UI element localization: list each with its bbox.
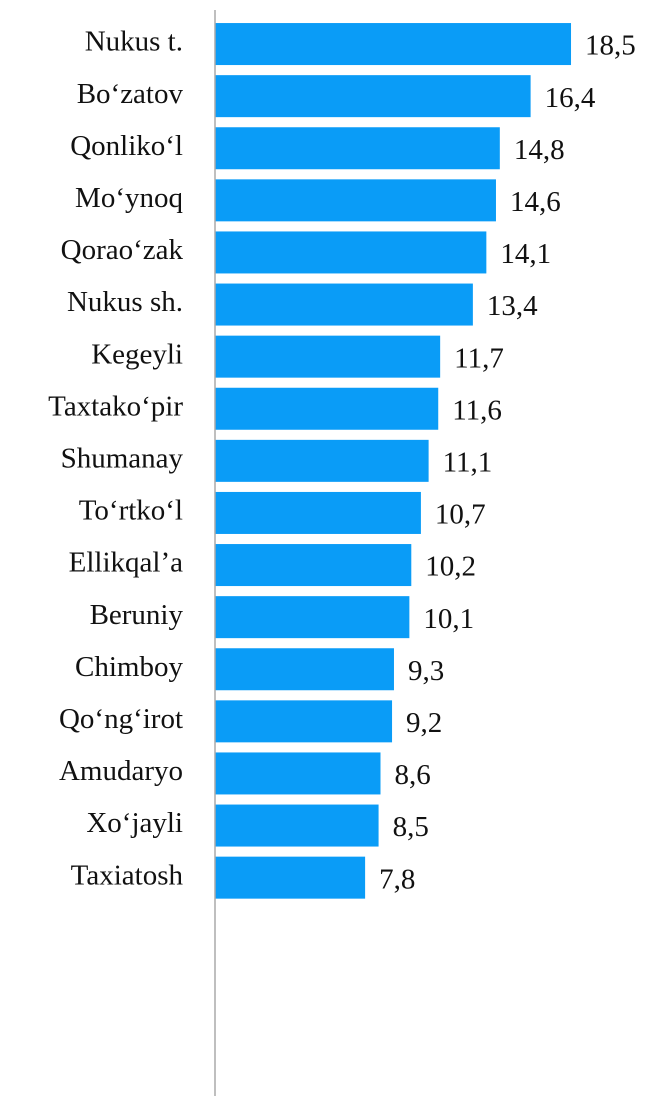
category-label: Ellikqal’a	[69, 547, 183, 579]
bar	[215, 491, 421, 534]
value-label: 11,6	[452, 394, 502, 426]
category-label: Shumanay	[61, 443, 184, 475]
category-label: Kegeyli	[91, 338, 183, 370]
value-label: 11,1	[443, 447, 493, 479]
value-label: 14,1	[500, 238, 551, 270]
value-label: 13,4	[487, 290, 538, 322]
bar	[215, 283, 473, 326]
category-label: Beruniy	[90, 599, 184, 631]
bar	[215, 75, 531, 118]
value-label: 11,7	[454, 342, 504, 374]
category-label: Xo‘jayli	[86, 807, 183, 839]
value-label: 7,8	[379, 863, 415, 895]
category-label: Nukus sh.	[67, 286, 183, 318]
value-label: 14,6	[510, 186, 561, 218]
value-label: 14,8	[514, 134, 565, 166]
bar	[215, 127, 500, 170]
value-label: 10,1	[423, 603, 474, 635]
value-label: 10,2	[425, 551, 476, 583]
value-label: 16,4	[545, 82, 596, 114]
category-label: Taxiatosh	[71, 859, 184, 891]
bar	[215, 387, 439, 430]
category-label: Qonliko‘l	[70, 130, 183, 162]
value-label: 9,2	[406, 707, 442, 739]
bar	[215, 804, 379, 847]
bar	[215, 179, 496, 222]
bar	[215, 648, 394, 691]
bar	[215, 23, 572, 66]
bar	[215, 335, 441, 378]
category-label: Mo‘ynoq	[75, 182, 183, 214]
category-label: Chimboy	[75, 651, 183, 683]
value-label: 10,7	[435, 499, 486, 531]
category-label: Bo‘zatov	[77, 78, 184, 110]
value-label: 9,3	[408, 655, 444, 687]
bar	[215, 231, 487, 274]
category-label: Nukus t.	[85, 26, 183, 58]
category-label: To‘rtko‘l	[79, 495, 183, 527]
bar	[215, 700, 393, 743]
category-label: Qorao‘zak	[61, 234, 184, 266]
bar	[215, 439, 429, 482]
bar	[215, 596, 410, 639]
category-label: Taxtako‘pir	[48, 390, 183, 422]
value-label: 8,6	[395, 759, 431, 791]
bar	[215, 544, 412, 587]
category-label: Qo‘ng‘irot	[59, 703, 183, 735]
category-label: Amudaryo	[59, 755, 183, 787]
bar	[215, 752, 381, 795]
value-label: 18,5	[585, 30, 636, 62]
value-label: 8,5	[393, 811, 429, 843]
bar	[215, 856, 366, 899]
